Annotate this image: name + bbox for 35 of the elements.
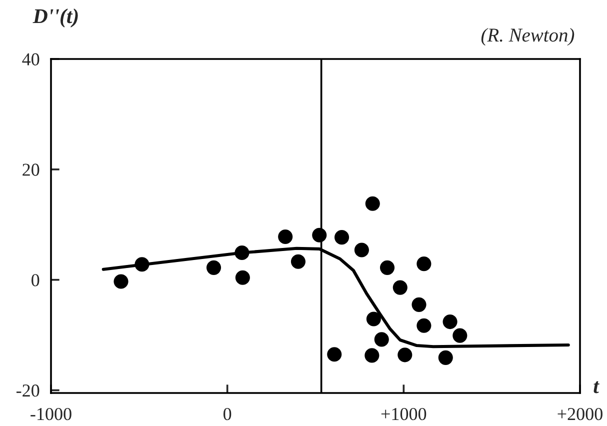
text: (R. Newton) [481, 28, 574, 46]
point [278, 229, 293, 244]
point [398, 348, 412, 362]
point [366, 312, 381, 326]
point [365, 196, 380, 211]
point [374, 332, 389, 347]
point [334, 230, 350, 245]
y-tick-label: 0 [32, 274, 40, 286]
point [416, 318, 432, 333]
point [442, 314, 458, 330]
x-tick-label: 0 [224, 408, 232, 420]
point [380, 260, 395, 275]
point [134, 257, 150, 272]
point [364, 348, 380, 363]
y-axis-title: D''(t) [32, 8, 78, 28]
y-tick-label: 40 [22, 53, 40, 66]
point [452, 328, 468, 343]
point [312, 228, 327, 242]
point [416, 256, 432, 272]
y-tick-label: -20 [16, 384, 40, 397]
x-tick-label: +2000 [558, 408, 602, 420]
point [234, 245, 250, 260]
x-tick-label: -1000 [30, 408, 72, 420]
point [290, 254, 306, 269]
point [114, 274, 128, 289]
x-axis-title: t [594, 381, 600, 394]
point [206, 260, 222, 275]
x-tick-label: +1000 [381, 408, 426, 420]
point [392, 280, 408, 295]
point [327, 347, 342, 362]
point [354, 242, 369, 258]
point [412, 297, 426, 312]
point [235, 270, 250, 285]
point [438, 350, 453, 365]
y-tick-label: 20 [22, 164, 40, 176]
